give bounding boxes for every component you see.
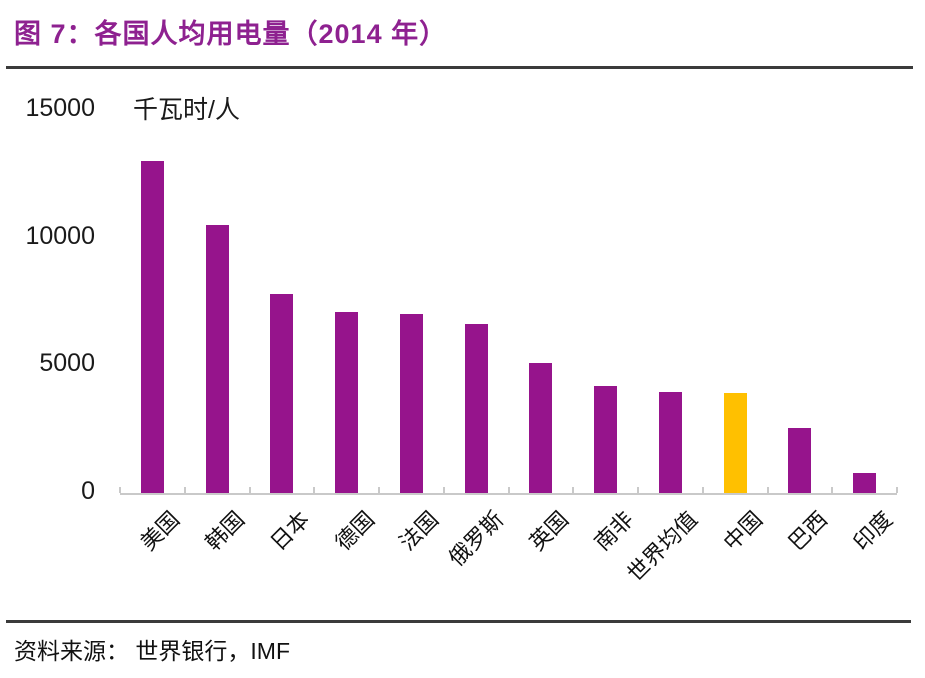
x-axis-tick (183, 487, 186, 493)
bar-世界均值 (658, 392, 682, 493)
bar-日本 (270, 293, 294, 493)
bar-德国 (335, 311, 359, 493)
y-label-10000: 10000 (25, 221, 95, 250)
x-axis-tick (378, 487, 380, 493)
bar-巴西 (788, 427, 812, 493)
x-axis-tick (766, 487, 769, 493)
x-label-日本: 日本 (265, 506, 315, 556)
x-axis-tick (442, 487, 445, 493)
y-axis-labels: 0 5000 10000 15000 (0, 0, 95, 678)
x-axis-tick (896, 487, 898, 493)
bar-法国 (399, 314, 423, 493)
x-label-美国: 美国 (135, 506, 185, 556)
x-axis-tick (507, 487, 510, 493)
x-label-世界均值: 世界均值 (622, 506, 703, 587)
x-axis-tick (701, 487, 704, 493)
x-label-俄罗斯: 俄罗斯 (443, 506, 509, 571)
y-label-0: 0 (81, 477, 95, 505)
x-label-韩国: 韩国 (200, 506, 250, 556)
x-axis-tick (572, 487, 575, 493)
x-label-英国: 英国 (524, 506, 574, 556)
y-label-15000: 15000 (25, 94, 95, 122)
x-label-南非: 南非 (589, 506, 638, 556)
plot-area (119, 110, 898, 495)
x-axis-line (120, 493, 897, 495)
bar-南非 (594, 385, 618, 493)
x-axis-tick (313, 487, 316, 493)
bar-印度 (853, 472, 877, 493)
bar-英国 (529, 362, 553, 493)
page-title: 图 7：各国人均用电量（2014 年） (14, 19, 448, 49)
bar-中国 (723, 393, 747, 493)
title-separator-line (6, 66, 913, 69)
x-axis-tick (831, 487, 834, 493)
x-label-巴西: 巴西 (783, 506, 833, 556)
footer-separator-line (6, 620, 911, 623)
x-axis-tick (637, 487, 639, 493)
x-axis-tick (119, 487, 121, 493)
x-label-中国: 中国 (718, 506, 768, 556)
x-label-德国: 德国 (330, 506, 379, 556)
y-label-5000: 5000 (39, 349, 95, 378)
y-axis-unit-label: 千瓦时/人 (133, 96, 240, 124)
x-label-法国: 法国 (394, 506, 444, 556)
x-axis-tick (248, 487, 251, 493)
bar-俄罗斯 (464, 324, 488, 493)
x-label-印度: 印度 (848, 506, 897, 556)
source-note: 资料来源： 世界银行，IMF (14, 638, 290, 664)
bar-韩国 (205, 224, 229, 493)
bar-美国 (140, 161, 164, 493)
